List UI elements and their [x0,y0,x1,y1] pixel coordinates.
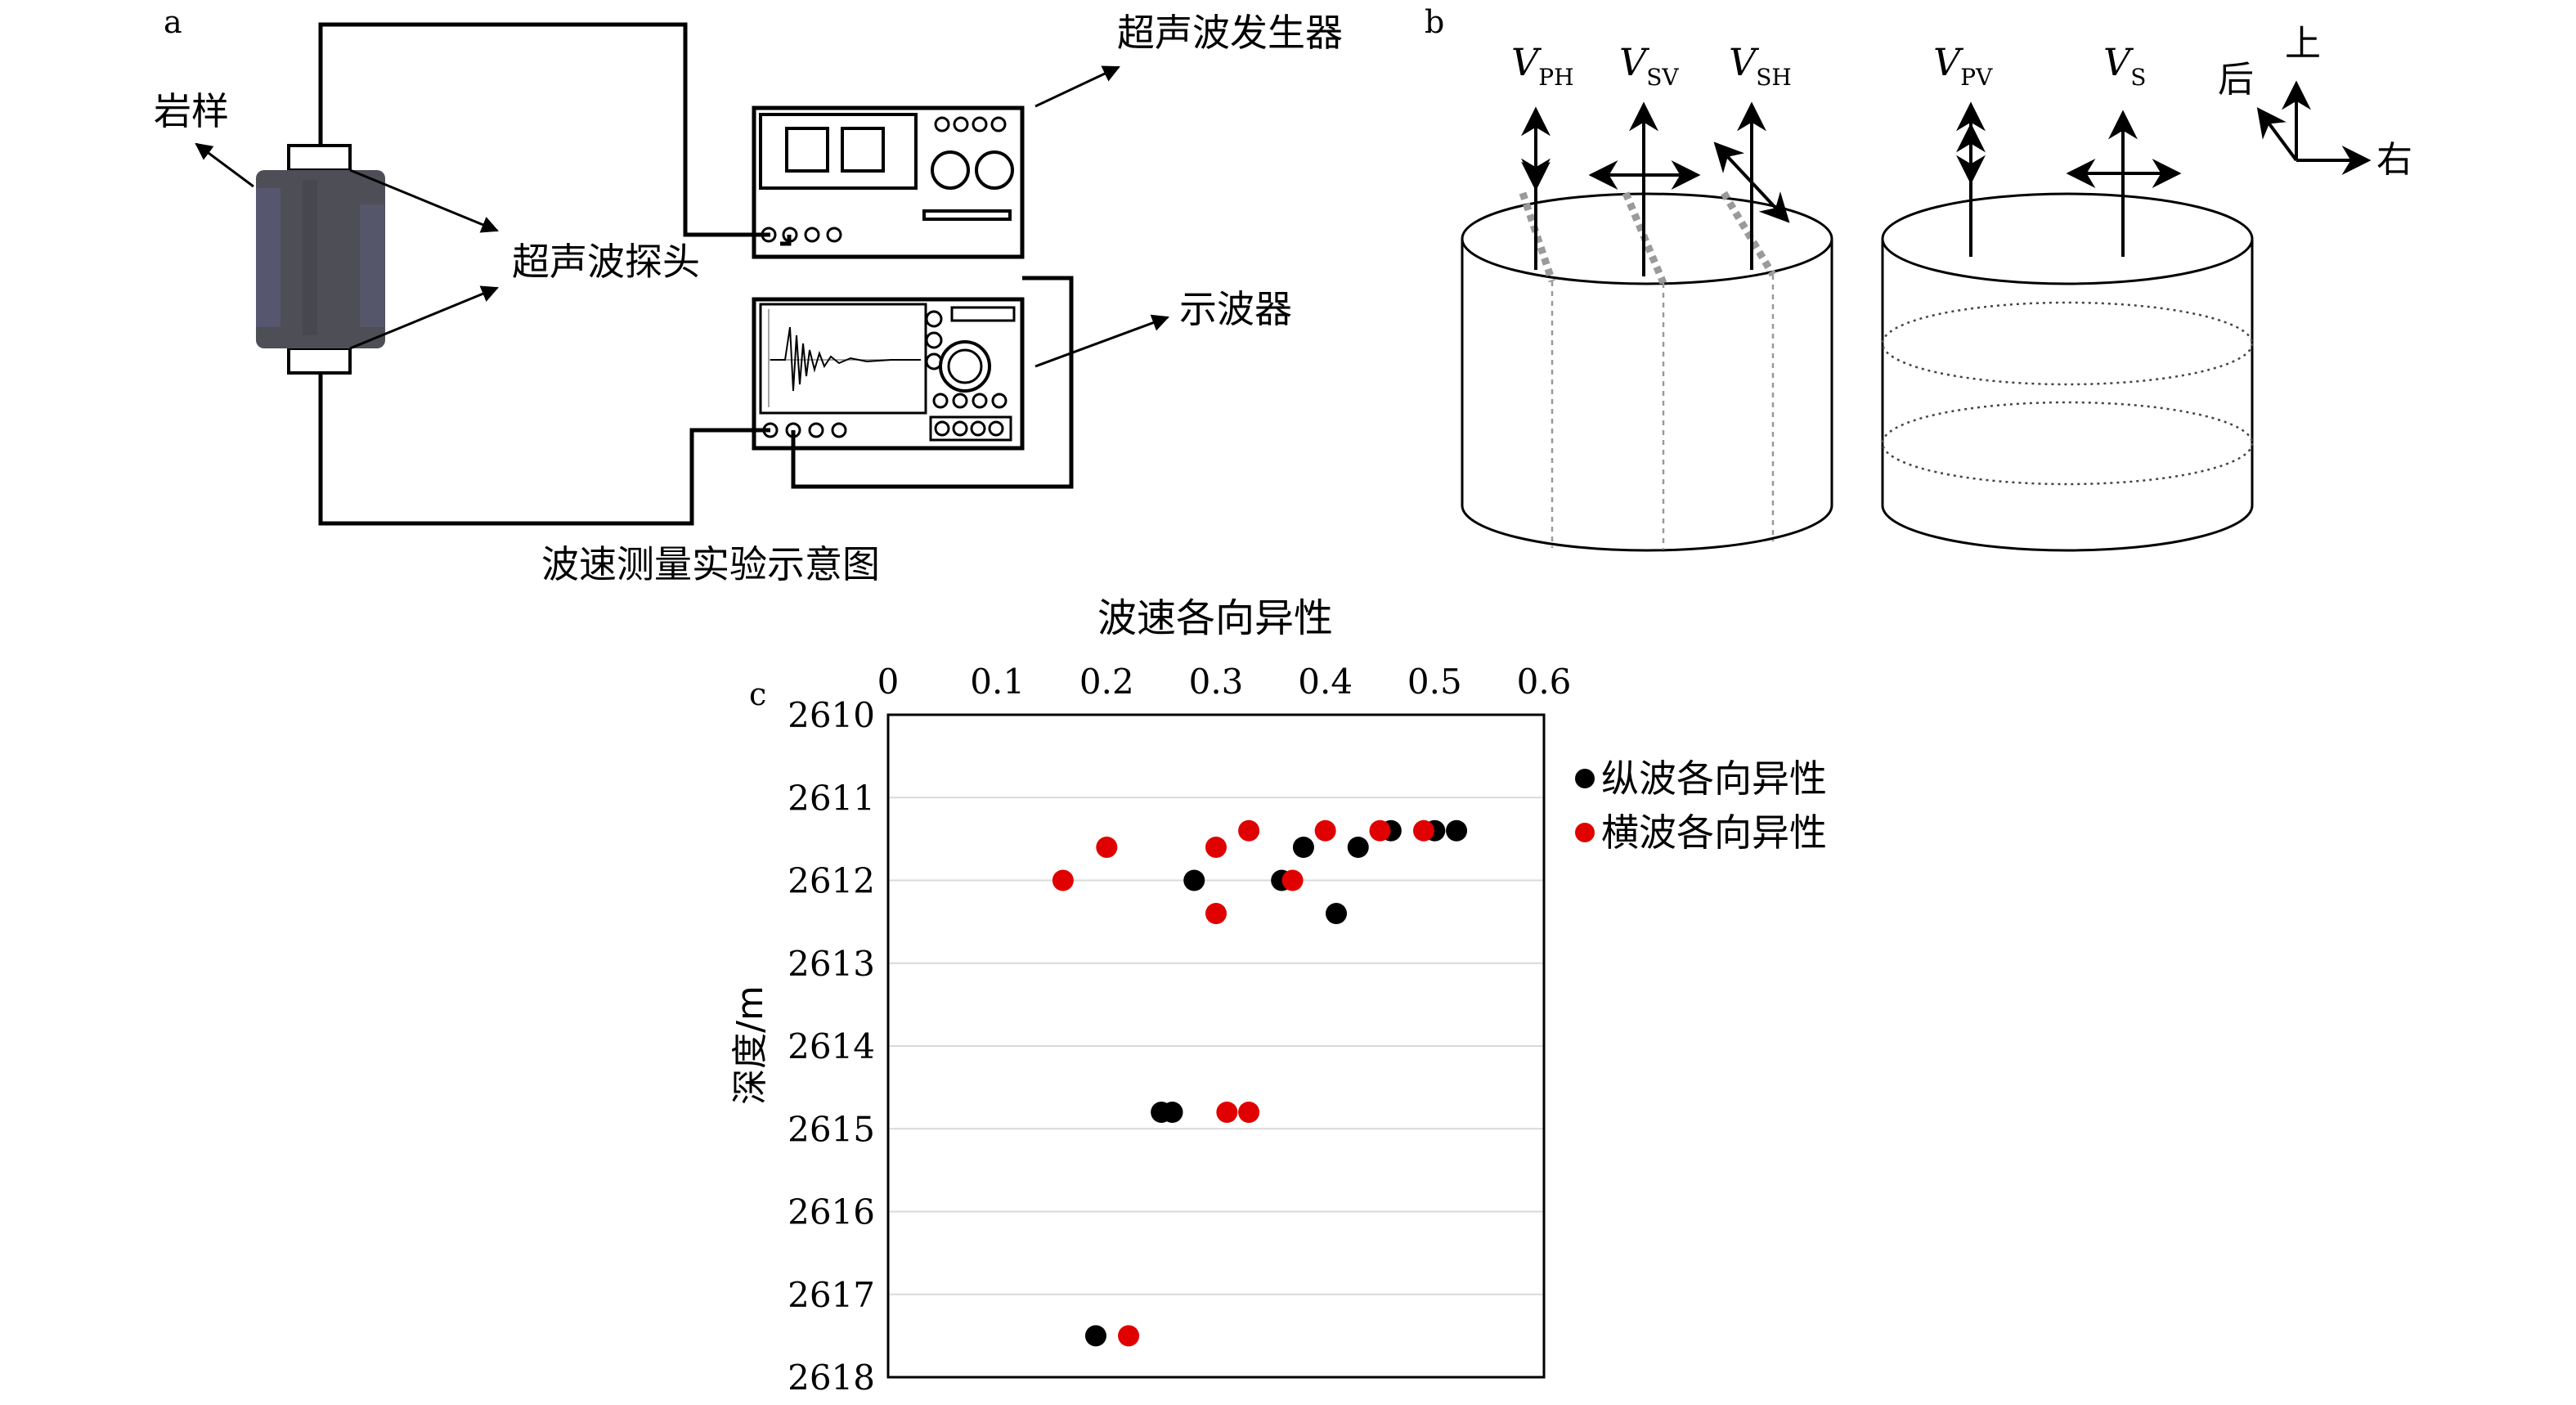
panel-c: c 波速各向异性 0 0.1 0.2 0.3 0.4 0.5 0.6 26102611261… [729,595,1827,1398]
y-tick-label: 2612 [788,861,875,901]
rock-label-pointer [195,142,254,188]
y-tick-label: 2610 [788,695,875,735]
s-wave-point [1281,869,1304,891]
top-probe-cap [287,144,352,172]
panel-b: b [1425,4,2412,552]
y-axis-label: 深度/m [729,985,771,1105]
p-wave-point [1292,837,1314,858]
label-vs-main: V [2103,40,2134,84]
legend-marker [1575,769,1595,788]
panel-b-letter: b [1425,4,1444,40]
wave-arrows [1521,101,2182,276]
x-tick-label: 0 [877,662,900,702]
s-wave-point [1205,837,1227,858]
legend-label: 横波各向异性 [1601,810,1827,855]
s-wave-point [1238,1102,1260,1123]
x-tick-labels: 0 0.1 0.2 0.3 0.4 0.5 0.6 [877,662,1572,702]
oscilloscope-pointer [1034,314,1169,368]
label-vsv-sub: SV [1646,64,1679,91]
y-tick-label: 2614 [788,1026,875,1066]
axis-up-label: 上 [2285,23,2321,65]
plot-frame [886,713,1546,1379]
p-wave-point [1446,819,1468,842]
axis-right-label: 右 [2376,139,2412,181]
p-wave-point [1326,903,1348,924]
probe-pointer-bottom [349,285,499,350]
ultrasonic-generator [752,105,1025,259]
y-tick-label: 2613 [788,944,875,984]
s-wave-point [1118,1325,1140,1347]
y-tick-label: 2616 [788,1192,875,1232]
generator-pointer [1034,65,1120,108]
panel-a: a 岩样 超声波探头 [154,4,1343,586]
chart-title: 波速各向异性 [1097,595,1333,641]
probe-label: 超声波探头 [512,240,700,284]
axis-back-label: 后 [2218,59,2254,101]
y-tick-label: 2615 [788,1109,875,1149]
oscilloscope-label: 示波器 [1179,287,1292,331]
data-points [1052,819,1468,1347]
label-vsh: VSH [1729,40,1792,91]
panel-a-letter: a [164,4,182,40]
legend-marker [1575,823,1595,842]
label-vsv-main: V [1619,40,1650,84]
s-wave-point [1314,819,1336,842]
label-vsh-sub: SH [1756,64,1792,91]
rock-core [256,170,385,348]
s-wave-point [1205,903,1227,924]
x-tick-label: 0.3 [1189,662,1244,702]
panel-a-caption: 波速测量实验示意图 [541,542,880,586]
s-wave-point [1369,819,1391,842]
rock-sample [256,144,385,375]
label-vsh-main: V [1729,40,1760,84]
label-vsv: VSV [1619,40,1679,91]
p-wave-point [1084,1325,1106,1347]
label-vpv: VPV [1933,40,1993,91]
label-vph-main: V [1511,40,1542,84]
label-vpv-main: V [1933,40,1964,84]
y-tick-label: 2618 [788,1358,875,1398]
probe-pointer-top [349,168,499,233]
direction-axes [2256,80,2372,175]
s-wave-point [1238,819,1260,842]
label-vpv-sub: PV [1960,64,1993,91]
oscilloscope [752,297,1025,451]
label-vph: VPH [1511,40,1574,91]
label-vs-sub: S [2130,64,2146,91]
p-wave-point [1347,837,1369,858]
rock-sample-label: 岩样 [154,89,229,133]
legend-label: 纵波各向异性 [1601,756,1827,801]
p-wave-point [1161,1102,1183,1123]
bottom-probe-cap [287,347,352,375]
s-wave-point [1216,1102,1238,1123]
x-tick-label: 0.1 [970,662,1025,702]
label-vph-sub: PH [1538,64,1573,91]
s-wave-point [1412,819,1434,842]
label-vs: VS [2103,40,2146,91]
y-tick-labels: 2610 2611 2612 2613 2614 2615 2616 2617 2618 [788,695,875,1398]
y-tick-label: 2617 [788,1275,875,1315]
panel-c-letter: c [749,676,766,712]
x-tick-label: 0.2 [1079,662,1134,702]
generator-label: 超声波发生器 [1117,11,1343,55]
chart-gridlines [888,797,1544,1295]
s-wave-point [1052,869,1074,891]
x-tick-label: 0.6 [1517,662,1572,702]
s-wave-point [1096,837,1118,858]
x-tick-label: 0.4 [1298,662,1353,702]
cylinder-right [1881,192,2254,552]
wires [318,22,1074,526]
y-tick-label: 2611 [788,778,875,818]
x-tick-label: 0.5 [1407,662,1462,702]
cylinder-left [1461,191,1833,552]
p-wave-point [1183,869,1205,891]
